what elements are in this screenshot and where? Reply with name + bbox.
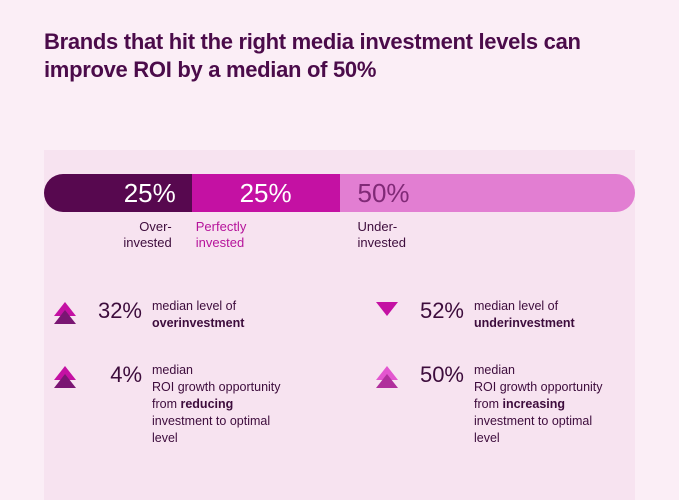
stat-over-roi-growth: 4% medianROI growth opportunity from red… <box>52 362 292 446</box>
stat-underinvestment-level: 52% median level of underinvestment <box>374 298 614 332</box>
bar-labels: Over-invested Perfectlyinvested Under-in… <box>44 216 635 266</box>
stat-desc: medianROI growth opportunity from reduci… <box>152 362 292 446</box>
triangle-up-icon <box>52 298 78 324</box>
bar-segment-under: 50% <box>340 174 636 212</box>
allocation-bar: 25% 25% 50% <box>44 174 635 212</box>
stat-overinvestment-level: 32% median level of overinvestment <box>52 298 292 332</box>
bar-segment-over: 25% <box>44 174 192 212</box>
triangle-up-icon <box>52 362 78 388</box>
bar-label-perfect: Perfectlyinvested <box>192 216 340 266</box>
bar-value-perfect: 25% <box>240 178 292 209</box>
triangle-down-icon <box>374 298 400 316</box>
triangle-up-icon <box>374 362 400 388</box>
stat-value: 32% <box>88 298 142 322</box>
stat-value: 50% <box>410 362 464 386</box>
stats-area: 32% median level of overinvestment 4% me… <box>44 298 635 500</box>
infographic-canvas: Brands that hit the right media investme… <box>0 0 679 500</box>
stat-desc: median level of overinvestment <box>152 298 292 332</box>
bar-label-over: Over-invested <box>44 216 192 266</box>
bar-segment-perfect: 25% <box>192 174 340 212</box>
bar-value-over: 25% <box>124 178 176 209</box>
stat-under-roi-growth: 50% medianROI growth opportunity from in… <box>374 362 614 446</box>
bar-label-under: Under-invested <box>340 216 636 266</box>
stat-value: 4% <box>88 362 142 386</box>
stat-value: 52% <box>410 298 464 322</box>
stat-desc: median level of underinvestment <box>474 298 614 332</box>
stat-desc: medianROI growth opportunity from increa… <box>474 362 614 446</box>
bar-value-under: 50% <box>358 178 410 209</box>
page-title: Brands that hit the right media investme… <box>44 28 635 83</box>
